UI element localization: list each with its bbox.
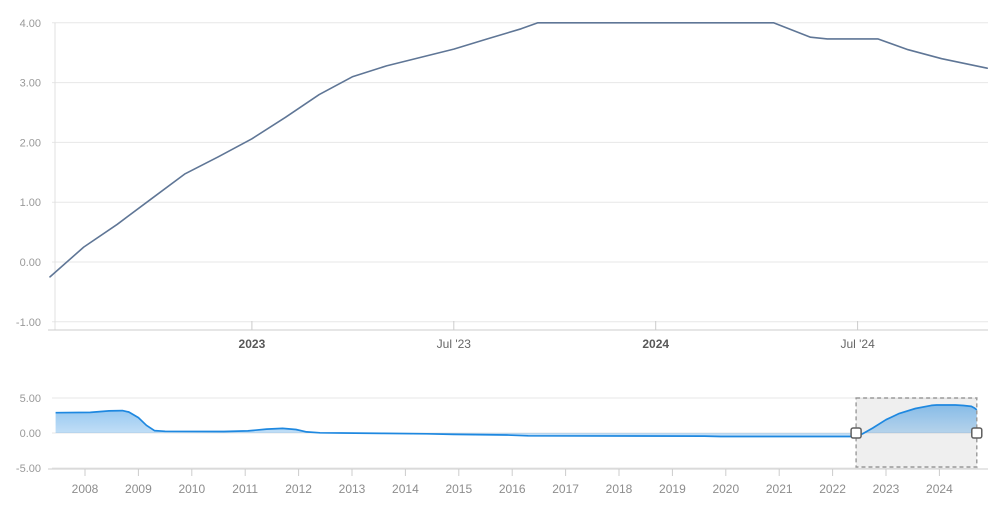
navigator-year-label: 2018 [606,482,633,496]
navigator-year-label: 2019 [659,482,686,496]
main-y-axis-label: 0.00 [20,257,41,269]
navigator-year-label: 2015 [445,482,472,496]
navigator-year-label: 2008 [72,482,99,496]
main-x-axis-label: 2023 [239,337,266,351]
navigator-year-label: 2022 [819,482,846,496]
navigator-year-label: 2020 [712,482,739,496]
main-x-axis-label: 2024 [642,337,669,351]
navigator-track[interactable] [55,398,978,467]
navigator-year-label: 2024 [926,482,953,496]
navigator-year-label: 2010 [178,482,205,496]
navigator-year-label: 2017 [552,482,579,496]
navigator: 5.00 0.00 -5.00 2008 2009 2010 2011 2012 2013 201… [16,393,988,496]
main-y-axis-label: 1.00 [20,197,41,209]
navigator-year-label: 2016 [499,482,526,496]
main-x-axis-label: Jul '24 [840,337,875,351]
navigator-year-label: 2013 [339,482,366,496]
main-y-axis-label: 3.00 [20,78,41,90]
navigator-right-handle[interactable] [971,427,983,439]
main-series-line [49,22,988,278]
navigator-year-label: 2009 [125,482,152,496]
navigator-y-axis-label: 0.00 [20,428,41,440]
navigator-series-line [55,404,978,438]
main-y-axis-label: 2.00 [20,137,41,149]
navigator-y-axis-label: -5.00 [16,463,41,475]
navigator-year-label: 2012 [285,482,312,496]
main-gridlines [52,22,988,323]
navigator-year-label: 2011 [232,482,258,496]
main-y-axis-label: 4.00 [20,18,41,30]
main-x-axis-label: Jul '23 [437,337,472,351]
navigator-year-label: 2023 [873,482,900,496]
main-chart: 4.00 3.00 2.00 1.00 0.00 -1.00 2023 Jul '23 2024… [16,10,988,351]
navigator-y-axis-label: 5.00 [20,393,41,405]
main-plot-area[interactable] [48,10,988,330]
navigator-year-label: 2021 [766,482,793,496]
navigator-left-handle[interactable] [850,427,862,439]
navigator-year-label: 2014 [392,482,419,496]
main-y-axis-label: -1.00 [16,317,41,329]
